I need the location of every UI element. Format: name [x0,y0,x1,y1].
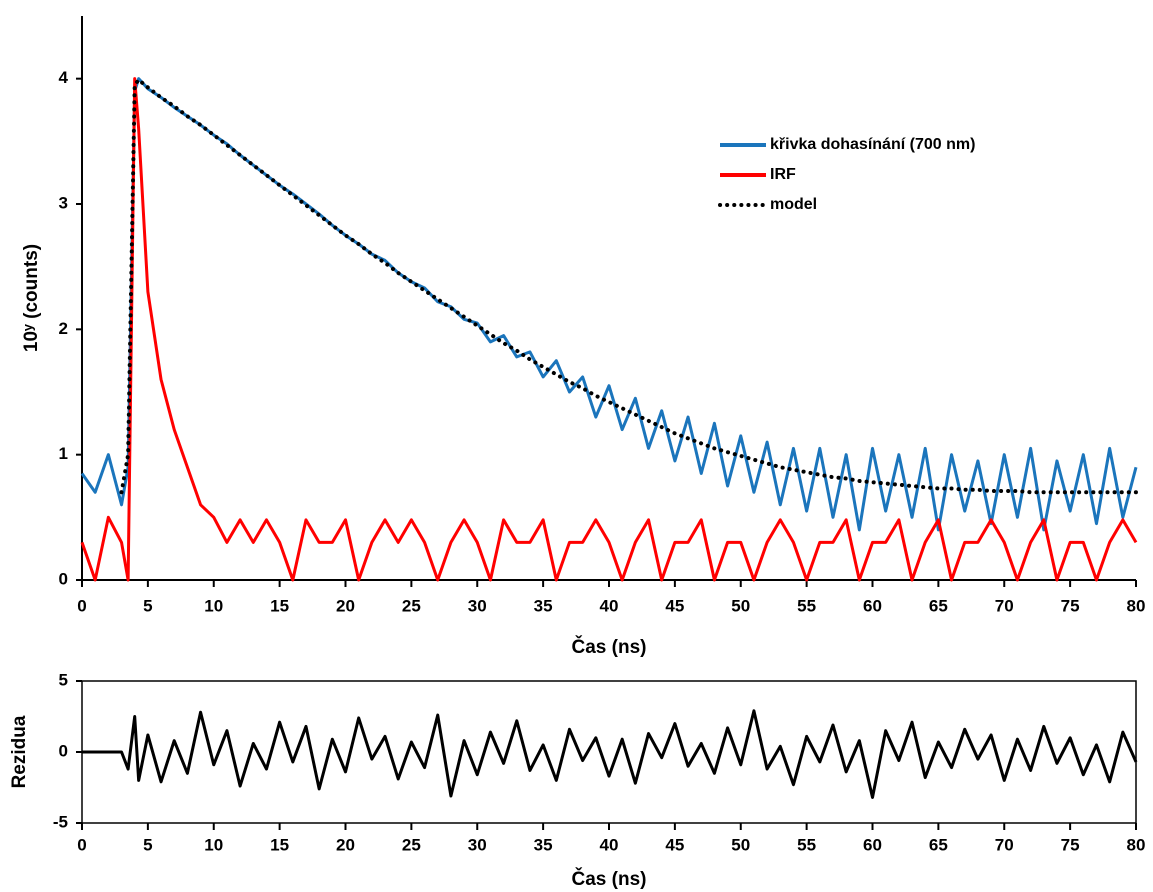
data-line [80,77,1138,532]
x-tick-label: 15 [270,835,289,854]
plot-frame [81,680,1137,824]
x-tick-label: 60 [863,596,882,615]
x-tick-label: 55 [797,835,816,854]
x-tick-label: 55 [797,596,816,615]
x-tick-label: 30 [468,835,487,854]
y-tick-label: -5 [53,812,68,831]
x-tick-label: 45 [665,835,684,854]
x-tick-label: 80 [1127,596,1146,615]
x-tick-label: 65 [929,835,948,854]
x-tick-label: 15 [270,596,289,615]
x-tick-label: 80 [1127,835,1146,854]
x-tick-label: 5 [143,596,152,615]
x-tick-label: 0 [77,835,86,854]
x-tick-label: 45 [665,596,684,615]
x-tick-label: 40 [600,596,619,615]
x-axis-title: Čas (ns) [572,868,647,890]
x-tick-label: 65 [929,596,948,615]
data-line [82,709,1138,799]
x-tick-label: 70 [995,835,1014,854]
x-tick-label: 30 [468,596,487,615]
x-tick-label: 35 [534,596,553,615]
x-tick-label: 75 [1061,596,1080,615]
y-tick-label: 4 [59,68,69,87]
legend-label: model [770,196,817,213]
data-line [80,77,1138,582]
x-tick-label: 25 [402,835,421,854]
x-tick-label: 5 [143,835,152,854]
y-tick-label: 5 [59,670,68,689]
x-tick-label: 50 [731,835,750,854]
x-tick-label: 35 [534,835,553,854]
legend-label: IRF [770,166,796,183]
y-tick-label: 0 [59,741,68,760]
x-tick-label: 10 [204,596,223,615]
x-tick-label: 50 [731,596,750,615]
x-tick-label: 25 [402,596,421,615]
x-tick-label: 40 [600,835,619,854]
x-axis-title: Čas (ns) [572,636,647,658]
x-tick-label: 0 [77,596,86,615]
data-line [119,77,1138,495]
y-tick-label: 3 [59,193,68,212]
x-tick-label: 20 [336,835,355,854]
y-tick-label: 0 [59,569,68,588]
y-axis-title: 10ʸ (counts) [21,244,42,352]
y-axis-title: Rezidua [9,715,30,788]
x-tick-label: 75 [1061,835,1080,854]
x-tick-label: 20 [336,596,355,615]
x-tick-label: 10 [204,835,223,854]
y-tick-label: 1 [59,444,68,463]
x-tick-label: 70 [995,596,1014,615]
x-tick-label: 60 [863,835,882,854]
y-tick-label: 2 [59,319,68,338]
legend-label: křivka dohasínání (700 nm) [770,136,975,153]
